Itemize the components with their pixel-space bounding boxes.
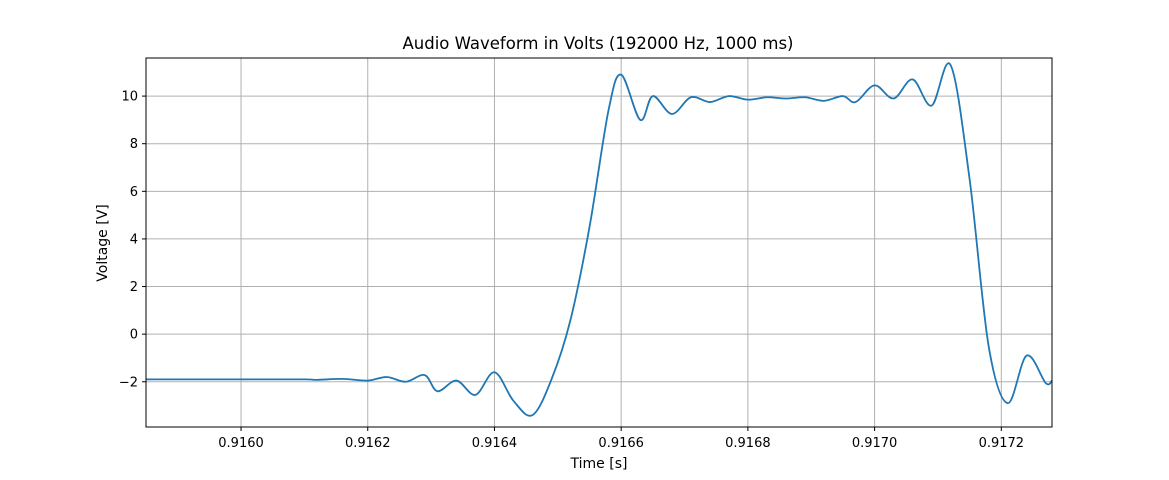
x-axis-ticks: 0.9160 0.9162 0.9164 0.9166 0.9168 0.9170 0.91…	[218, 427, 1024, 451]
y-tick-label: 6	[130, 185, 138, 200]
voltage-series-line	[146, 62, 1052, 417]
x-tick-label: 0.9160	[218, 436, 264, 451]
y-tick-label: 8	[130, 137, 138, 152]
x-tick-label: 0.9164	[472, 436, 518, 451]
chart-title: Audio Waveform in Volts (192000 Hz, 1000…	[403, 34, 794, 53]
grid	[146, 58, 1052, 427]
x-tick-label: 0.9166	[598, 436, 644, 451]
y-tick-label: 10	[121, 90, 138, 105]
y-tick-label: 2	[130, 280, 138, 295]
y-tick-label: 4	[130, 232, 138, 247]
y-tick-label: −2	[119, 375, 138, 390]
y-axis-label: Voltage [V]	[95, 204, 111, 281]
plot-frame	[145, 57, 1053, 428]
x-tick-label: 0.9172	[979, 436, 1025, 451]
y-axis-ticks: −2 0 2 4 6 8 10	[119, 90, 146, 390]
x-tick-label: 0.9170	[852, 436, 898, 451]
x-tick-label: 0.9168	[725, 436, 771, 451]
x-tick-label: 0.9162	[345, 436, 391, 451]
y-tick-label: 0	[130, 328, 138, 343]
x-axis-label: Time [s]	[570, 456, 628, 472]
line-layer	[146, 62, 1052, 417]
